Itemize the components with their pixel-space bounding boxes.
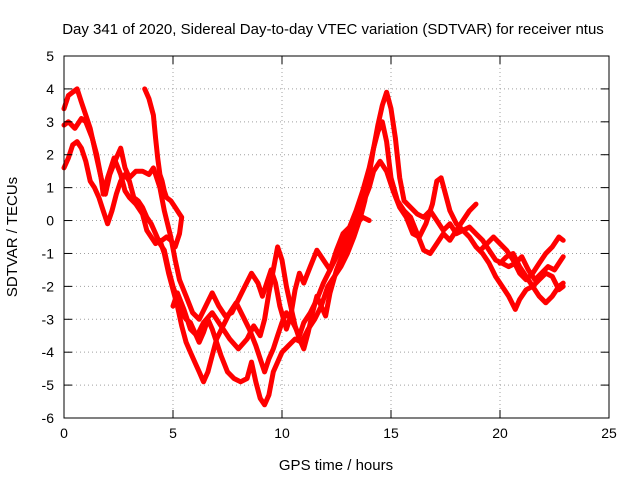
series-trace-d — [142, 86, 185, 250]
x-tick-label: 0 — [60, 425, 68, 441]
y-tick-label: 3 — [46, 114, 54, 130]
y-tick-label: 4 — [46, 81, 54, 97]
x-tick-label: 20 — [492, 425, 508, 441]
y-tick-label: -4 — [42, 344, 55, 360]
y-tick-label: -3 — [42, 311, 55, 327]
chart-title: Day 341 of 2020, Sidereal Day-to-day VTE… — [62, 21, 604, 38]
x-tick-label: 15 — [383, 425, 399, 441]
y-tick-label: 2 — [46, 147, 54, 163]
x-tick-label: 5 — [169, 425, 177, 441]
series-trace-g — [497, 251, 566, 293]
y-tick-label: -2 — [42, 278, 55, 294]
x-tick-label: 25 — [601, 425, 617, 441]
series-trace-f — [477, 234, 566, 283]
y-tick-label: -5 — [42, 377, 55, 393]
y-tick-label: -1 — [42, 245, 55, 261]
y-tick-label: -6 — [42, 410, 55, 426]
series-trace-e — [170, 214, 372, 352]
x-axis-label: GPS time / hours — [279, 457, 393, 474]
series-trace-c — [61, 89, 566, 408]
plot-frame — [63, 55, 610, 419]
grid-layer — [64, 56, 609, 418]
y-axis-label: SDTVAR / TECUs — [4, 177, 21, 297]
x-tick-label: 10 — [274, 425, 290, 441]
y-tick-label: 5 — [46, 48, 54, 64]
tick-layer: 0 5 10 15 20 25 -6 -5 -4 -3 -2 -1 0 1 2 3 4 5 — [42, 48, 617, 441]
y-tick-label: 0 — [46, 213, 54, 229]
series-layer — [61, 86, 566, 408]
y-tick-label: 1 — [46, 180, 54, 196]
series-trace-b — [61, 116, 566, 385]
